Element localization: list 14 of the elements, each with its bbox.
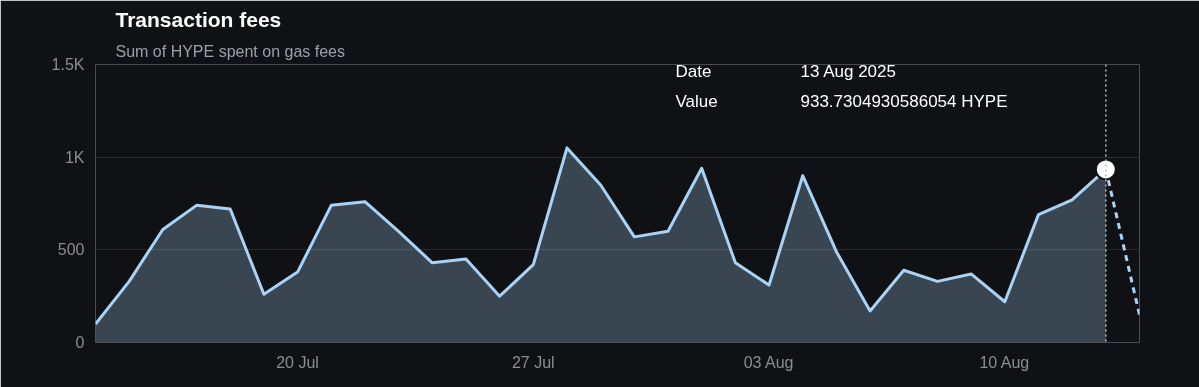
y-tick-label: 0 (75, 334, 85, 351)
y-tick-label: 1.5K (51, 56, 85, 73)
annotation: 13 Aug 2025 (800, 61, 896, 81)
x-tick-label: 27 Jul (511, 353, 555, 371)
chart-title: Transaction fees (115, 7, 282, 31)
y-tick-label: 1K (64, 148, 85, 166)
annotation: Value (675, 91, 718, 111)
x-tick-label: 03 Aug (743, 353, 794, 371)
annotation: 933.7304930586054 HYPE (800, 91, 1008, 111)
annotation: Date (675, 61, 712, 81)
x-tick-label: 20 Jul (276, 353, 319, 371)
x-tick-label: 10 Aug (979, 353, 1030, 371)
y-tick-label: 500 (57, 241, 85, 259)
chart-subtitle: Sum of HYPE spent on gas fees (115, 42, 345, 60)
